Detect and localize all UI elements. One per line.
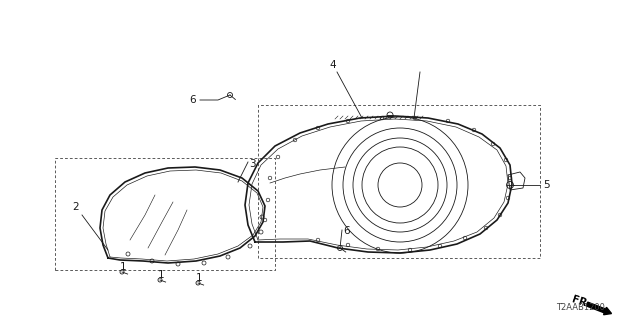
Text: 2: 2 — [72, 202, 79, 212]
Text: T2AAB1200: T2AAB1200 — [556, 303, 605, 313]
Text: 6: 6 — [343, 226, 349, 236]
Text: 5: 5 — [543, 180, 550, 190]
Text: 3: 3 — [249, 159, 255, 169]
Text: 4: 4 — [330, 60, 336, 70]
FancyArrow shape — [586, 302, 612, 315]
Text: 6: 6 — [189, 95, 196, 105]
Text: FR.: FR. — [570, 294, 591, 310]
Text: 1: 1 — [157, 270, 164, 280]
Text: 1: 1 — [120, 262, 126, 272]
Text: 1: 1 — [196, 273, 202, 283]
